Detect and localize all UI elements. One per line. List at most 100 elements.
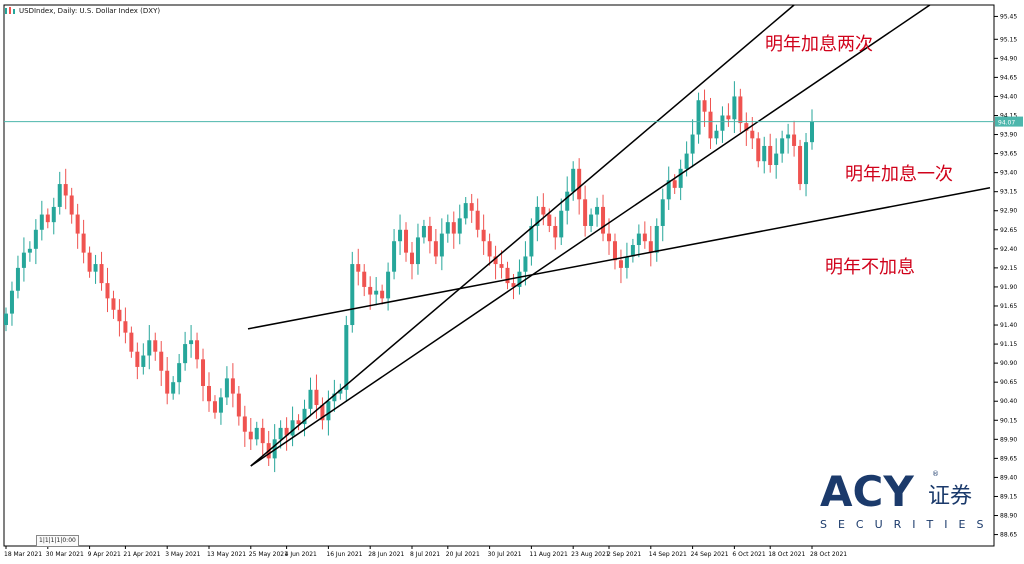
candle-body (260, 427, 265, 444)
candle-body (601, 206, 606, 234)
chart-title-bar: USDIndex, Daily: U.S. Dollar Index (DXY) (4, 4, 160, 18)
candle-body (45, 214, 50, 223)
x-tick-label: 11 Aug 2021 (529, 551, 568, 558)
candle-body (738, 96, 743, 124)
candle-body (153, 340, 158, 352)
candle-body (589, 214, 594, 226)
candle-body (111, 298, 116, 310)
period-selector[interactable]: 1|1|1|1|0:00 (36, 535, 79, 547)
candles-layer (4, 81, 814, 473)
candle-body (451, 222, 456, 234)
candle-body (159, 351, 164, 371)
x-axis: 18 Mar 2021 30 Mar 2021 9 Apr 2021 21 Apr 2… (4, 546, 847, 558)
candle-body (177, 363, 182, 383)
y-tick-label: 95.45 (1000, 13, 1017, 20)
current-price-label: 94.07 (998, 120, 1015, 127)
candle-body (195, 340, 200, 360)
y-tick-label: 89.15 (1000, 493, 1017, 500)
candle-body (314, 389, 319, 406)
candle-body (141, 355, 146, 367)
candle-body (57, 184, 62, 207)
candle-body (63, 184, 68, 196)
y-tick-label: 92.90 (1000, 208, 1017, 215)
candle-body (302, 408, 307, 425)
x-tick-label: 23 Aug 2021 (571, 551, 610, 558)
candle-body (804, 142, 809, 185)
candle-body (380, 290, 385, 299)
candle-body (535, 206, 540, 226)
trendline-two-hikes (250, 4, 795, 467)
candle-body (810, 121, 814, 143)
candle-body (756, 138, 761, 162)
candle-body (189, 340, 194, 345)
y-tick-label: 93.15 (1000, 189, 1017, 196)
candle-body (595, 206, 600, 215)
y-tick-label: 91.90 (1000, 284, 1017, 291)
candle-body (356, 264, 361, 272)
candle-body (547, 214, 552, 226)
y-tick-label: 90.65 (1000, 379, 1017, 386)
candle-body (493, 256, 498, 265)
candle-body (445, 222, 450, 234)
y-tick-label: 92.40 (1000, 246, 1017, 253)
candle-body (660, 199, 665, 226)
candle-body (433, 241, 438, 257)
y-tick-label: 89.90 (1000, 436, 1017, 443)
candle-body (248, 431, 253, 440)
candle-body (212, 401, 217, 413)
candle-body (332, 393, 337, 402)
candle-body (230, 378, 235, 394)
candle-body (624, 256, 629, 268)
candle-body (618, 260, 623, 268)
x-tick-label: 30 Jul 2021 (488, 551, 522, 558)
candle-body (523, 256, 528, 272)
x-tick-label: 30 Mar 2021 (46, 551, 84, 558)
candle-body (666, 180, 671, 200)
candle-body (284, 427, 289, 436)
candle-body (39, 214, 44, 230)
candle-body (326, 401, 331, 421)
candle-body (499, 264, 504, 268)
candle-body (308, 389, 313, 409)
candle-body (744, 123, 749, 131)
candle-body (559, 210, 564, 238)
candle-body (386, 271, 391, 299)
y-tick-label: 90.15 (1000, 417, 1017, 424)
candle-body (774, 153, 779, 166)
candle-body (678, 168, 683, 188)
candle-body (224, 378, 229, 398)
x-tick-label: 16 Jun 2021 (326, 551, 362, 558)
y-tick-label: 93.90 (1000, 132, 1017, 139)
x-tick-label: 9 Apr 2021 (88, 551, 121, 558)
candle-body (630, 245, 635, 257)
y-tick-label: 94.40 (1000, 93, 1017, 100)
candle-body (720, 115, 725, 131)
y-tick-label: 94.15 (1000, 112, 1017, 119)
logo-cn-text: 证券 (928, 484, 973, 509)
candle-body (183, 344, 188, 364)
candle-body (583, 199, 588, 226)
candle-body (571, 168, 576, 192)
candle-body (732, 96, 737, 120)
candle-body (242, 416, 247, 432)
candle-body (792, 134, 797, 146)
logo-acy-text: ACY (820, 467, 914, 516)
x-tick-label: 18 Mar 2021 (4, 551, 42, 558)
candle-body (750, 130, 755, 139)
candle-body (505, 267, 510, 284)
candle-body (21, 252, 26, 268)
candle-body (15, 267, 20, 291)
candle-body (409, 252, 414, 265)
candle-body (577, 168, 582, 200)
candle-body (278, 427, 283, 440)
candle-body (398, 229, 403, 242)
candle-body (87, 252, 92, 272)
x-tick-label: 8 Jul 2021 (410, 551, 440, 558)
y-tick-label: 88.65 (1000, 532, 1017, 539)
trendline-no-hike (247, 187, 991, 330)
candle-body (702, 100, 707, 112)
candle-body (165, 370, 170, 394)
candle-body (696, 100, 701, 135)
